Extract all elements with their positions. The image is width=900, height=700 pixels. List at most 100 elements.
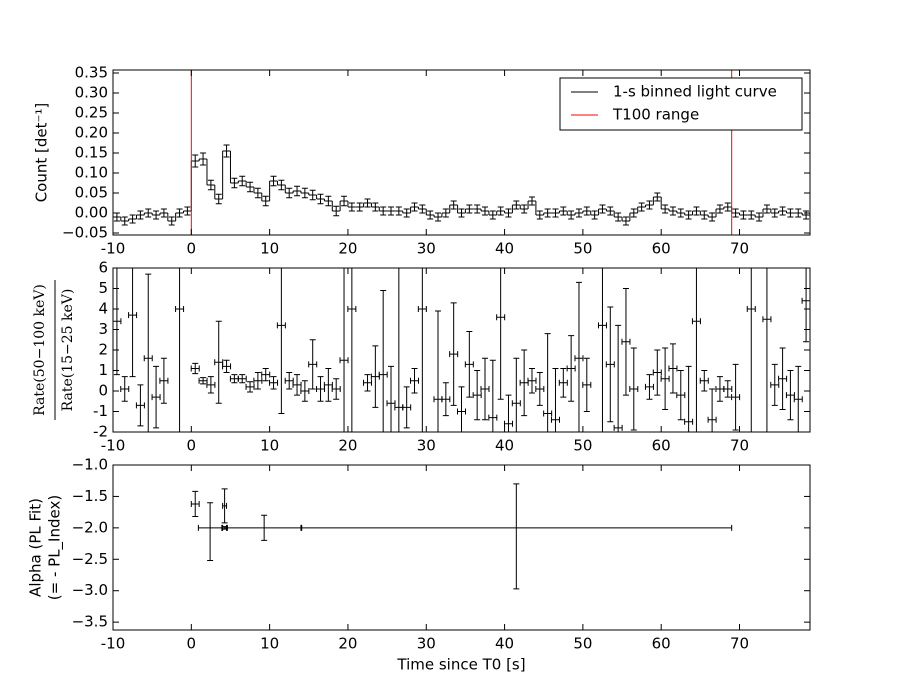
error-bar <box>403 386 410 429</box>
error-bar <box>654 349 661 396</box>
error-bar <box>388 206 395 216</box>
error-bar <box>309 339 316 390</box>
error-bar <box>129 268 136 378</box>
x-tick-label: 40 <box>495 635 514 653</box>
error-bar <box>724 202 731 212</box>
y-tick-label: 0.05 <box>75 184 108 202</box>
error-bar <box>450 302 457 406</box>
x-tick-label: 30 <box>417 635 436 653</box>
error-bar <box>333 205 340 217</box>
error-bar <box>450 200 457 210</box>
x-tick-label: 20 <box>338 240 357 258</box>
error-bar <box>286 372 293 390</box>
error-bar <box>466 204 473 214</box>
x-tick-label: 10 <box>260 240 279 258</box>
error-bar <box>221 488 228 524</box>
error-bar <box>372 345 379 408</box>
error-bar <box>442 208 449 218</box>
error-bar <box>121 216 128 226</box>
error-bar <box>568 335 575 402</box>
error-bar <box>317 376 324 402</box>
error-bar <box>278 268 285 415</box>
error-bar <box>294 374 301 396</box>
x-tick-label: 0 <box>187 240 197 258</box>
legend-label: T100 range <box>612 106 699 124</box>
error-bar <box>466 331 473 398</box>
error-bar <box>552 367 559 432</box>
error-bar <box>544 333 551 432</box>
plot-area <box>190 483 733 590</box>
error-bar <box>380 206 387 216</box>
error-bar <box>388 365 395 432</box>
error-bar <box>732 363 739 431</box>
error-bar <box>333 378 340 400</box>
error-bar <box>677 370 684 421</box>
error-bar <box>207 179 214 191</box>
error-bar <box>513 357 520 432</box>
error-bar <box>622 216 629 226</box>
error-bar <box>685 365 692 432</box>
error-bar <box>521 204 528 214</box>
y-tick-label: 4 <box>98 300 108 318</box>
error-bar <box>223 144 230 158</box>
error-bar <box>763 204 770 214</box>
error-bar <box>513 483 520 590</box>
error-bar <box>372 202 379 212</box>
error-bar <box>568 210 575 220</box>
y-tick-label: −3.5 <box>72 613 108 631</box>
x-tick-label: 0 <box>187 635 197 653</box>
error-bar <box>254 187 261 199</box>
error-bar <box>137 210 144 220</box>
error-bar <box>341 195 348 207</box>
x-tick-label: 50 <box>573 240 592 258</box>
error-bar <box>599 204 606 214</box>
error-bar <box>200 152 207 166</box>
error-bar <box>615 324 622 432</box>
y-axis-label: Alpha (PL Fit) <box>27 498 45 597</box>
error-bar <box>489 210 496 220</box>
error-bar <box>325 195 332 207</box>
error-bar <box>301 187 308 199</box>
y-tick-label: 3 <box>98 320 108 338</box>
error-bar <box>395 206 402 216</box>
error-bar <box>398 268 400 432</box>
y-tick-label: 0.10 <box>75 164 108 182</box>
x-tick-label: 70 <box>730 635 749 653</box>
error-bar <box>317 193 324 205</box>
error-bar <box>654 192 661 202</box>
y-tick-label: −2.5 <box>72 550 108 568</box>
error-bar <box>286 187 293 199</box>
error-bar <box>695 268 697 432</box>
error-bar <box>662 347 669 410</box>
error-bar <box>750 268 752 432</box>
y-axis-label: Rate(15−25 keV) <box>60 289 76 412</box>
error-bar <box>552 208 559 218</box>
error-bar <box>427 210 434 220</box>
plot-area <box>113 268 810 432</box>
error-bar <box>630 347 637 431</box>
error-bar <box>262 195 269 207</box>
error-bar <box>701 370 708 392</box>
error-bar <box>247 381 254 393</box>
error-bar <box>200 377 207 385</box>
error-bar <box>364 198 371 208</box>
y-tick-label: 0 <box>98 382 108 400</box>
error-bar <box>803 268 810 343</box>
error-bar <box>575 208 582 218</box>
error-bar <box>403 208 410 218</box>
error-bar <box>646 200 653 210</box>
error-bar <box>528 196 535 206</box>
x-tick-label: 50 <box>573 437 592 455</box>
error-bar <box>215 193 222 205</box>
error-bar <box>669 206 676 216</box>
error-bar <box>364 374 371 392</box>
error-bar <box>560 206 567 216</box>
error-bar <box>756 212 763 222</box>
error-bar <box>137 384 144 427</box>
error-bar <box>740 210 747 220</box>
error-bar <box>153 365 160 429</box>
error-bar <box>192 362 199 375</box>
error-bar <box>458 386 465 432</box>
error-bar <box>630 208 637 218</box>
error-bar <box>536 210 543 220</box>
